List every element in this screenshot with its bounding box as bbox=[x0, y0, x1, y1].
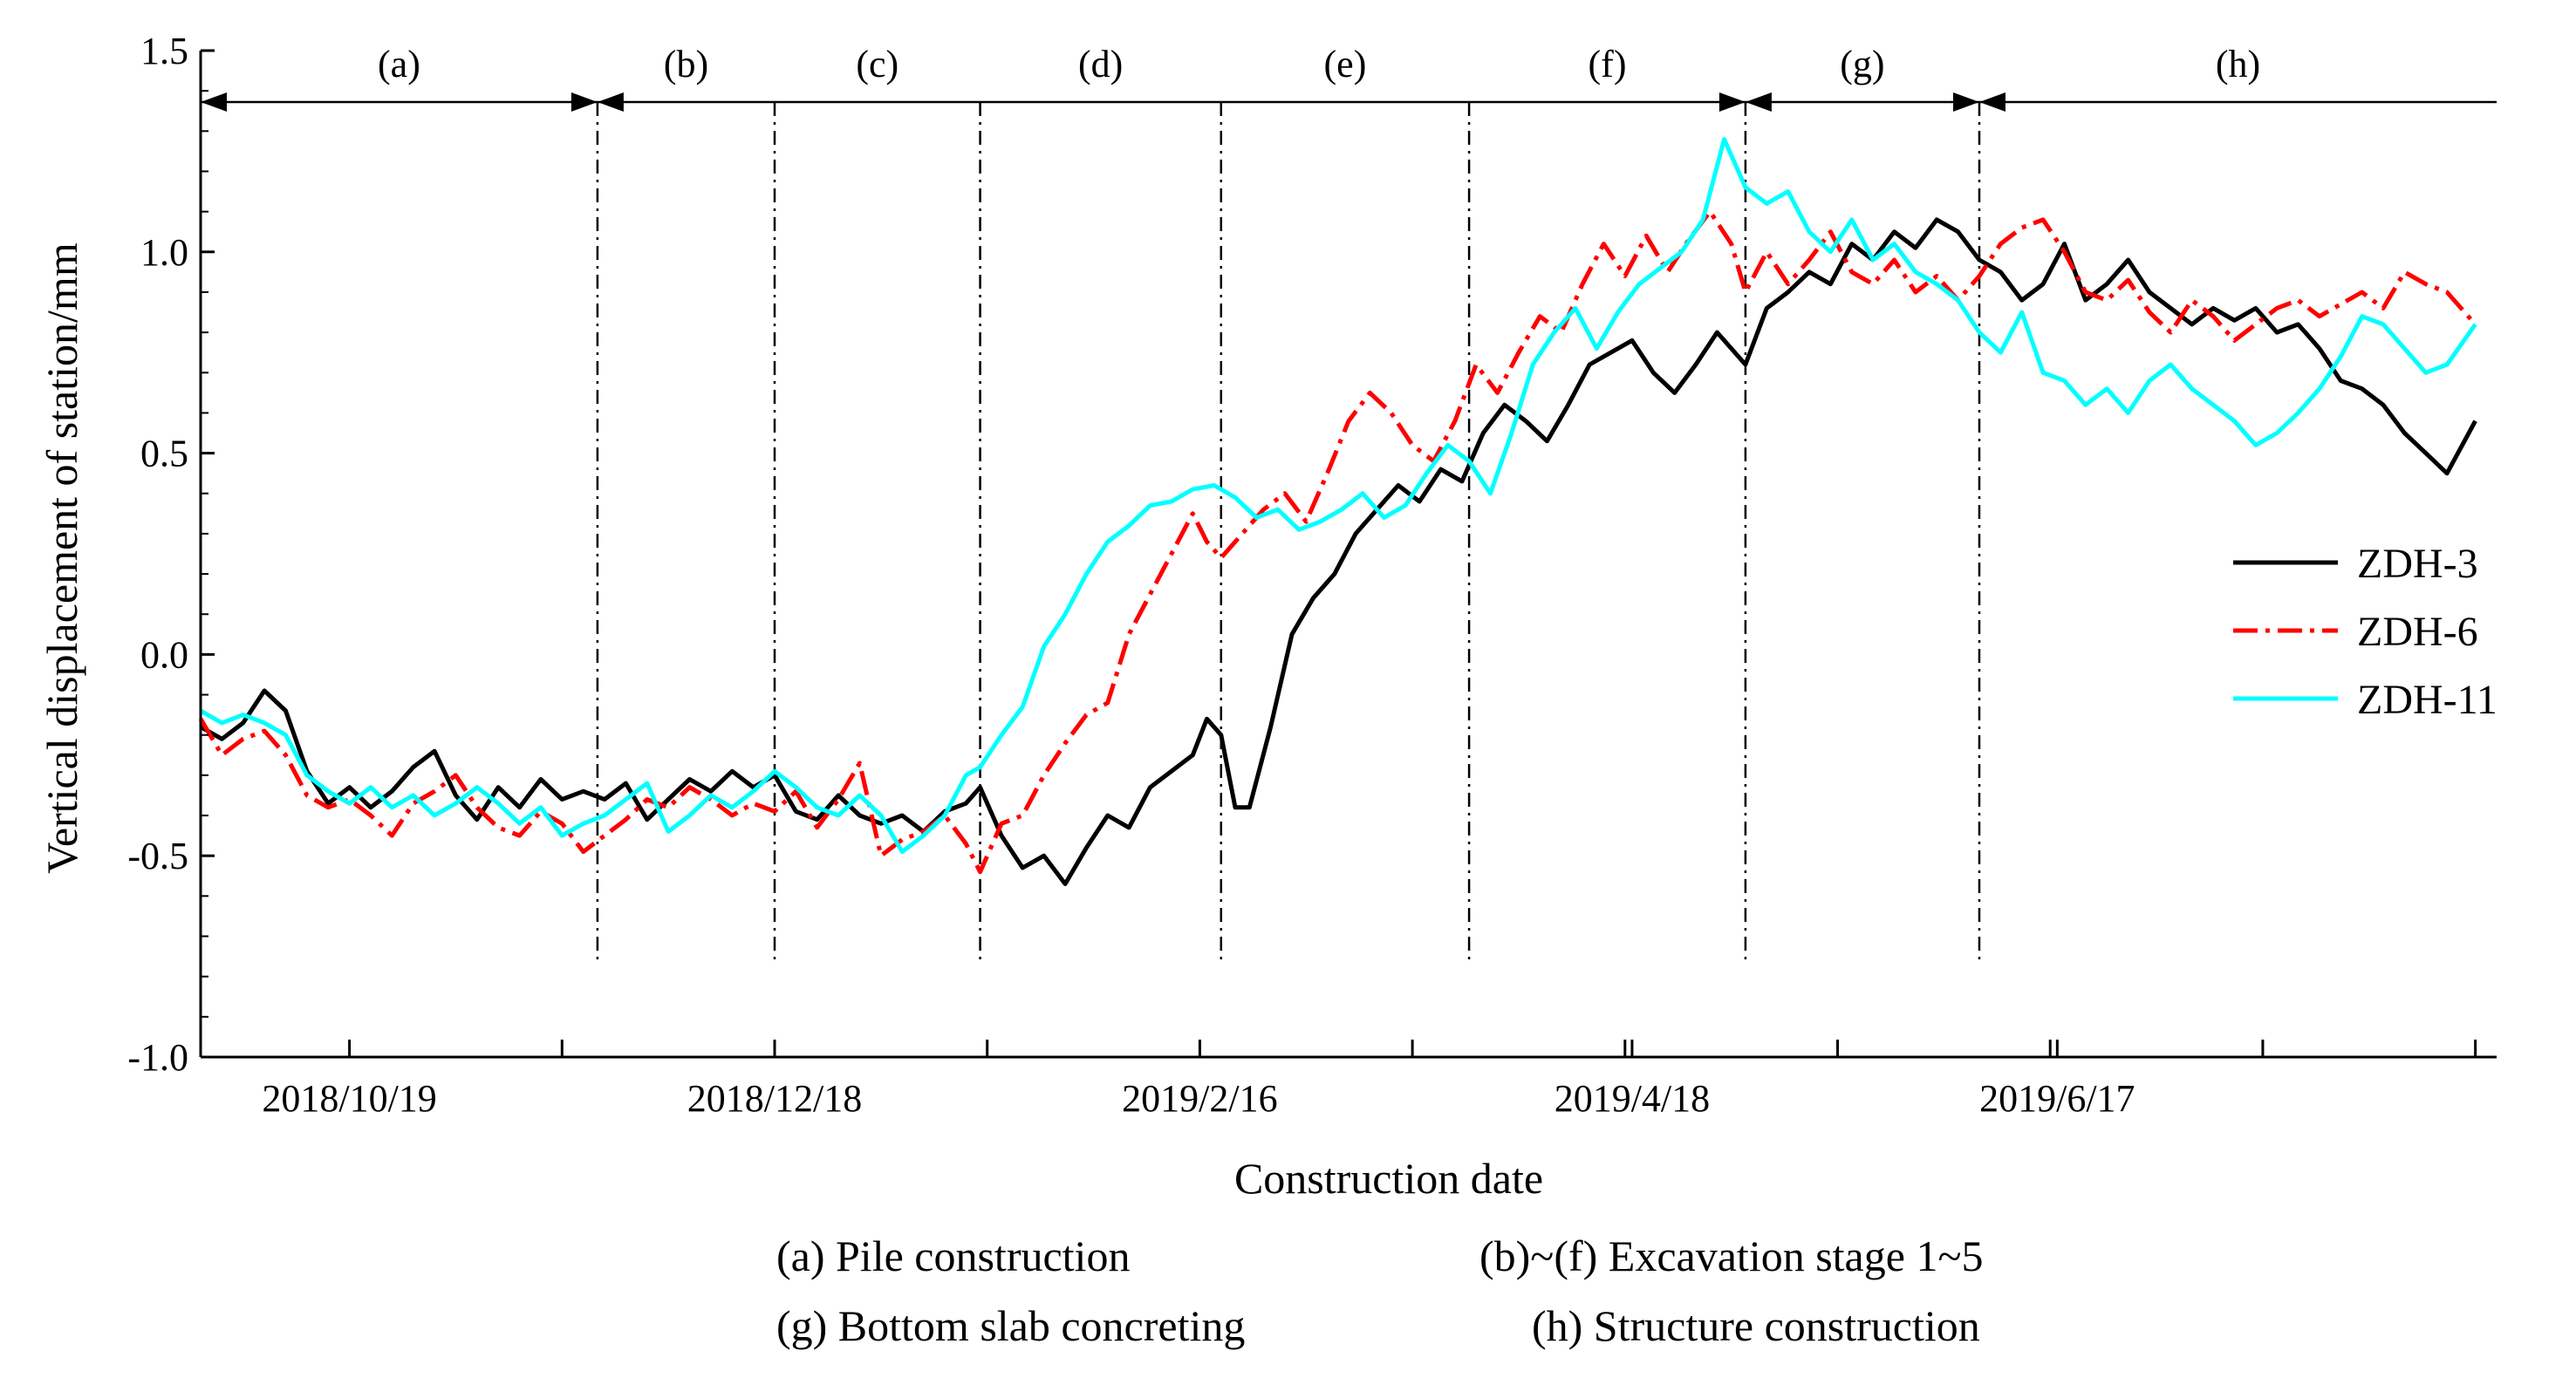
arrowhead-left bbox=[1978, 92, 2005, 112]
legend: ZDH-3 ZDH-6 ZDH-11 bbox=[2233, 541, 2497, 723]
arrowhead-left bbox=[597, 92, 624, 112]
arrowhead-right bbox=[571, 92, 598, 112]
stage-label: (h) bbox=[2216, 43, 2260, 85]
stage-label: (g) bbox=[1840, 43, 1884, 85]
caption-line1-left: (a) Pile construction bbox=[776, 1231, 1130, 1280]
caption-line1-right: (b)~(f) Excavation stage 1~5 bbox=[1479, 1231, 1984, 1280]
x-axis-title: Construction date bbox=[1234, 1154, 1543, 1203]
x-tick-label: 2019/4/18 bbox=[1554, 1077, 1710, 1120]
x-tick-label: 2019/6/17 bbox=[1979, 1077, 2135, 1120]
y-tick-label: -0.5 bbox=[127, 835, 188, 877]
series-line-zdh-6 bbox=[198, 209, 2477, 875]
legend-label: ZDH-11 bbox=[2357, 677, 2497, 723]
x-tick-label: 2019/2/16 bbox=[1122, 1077, 1277, 1120]
y-tick-label: 1.0 bbox=[140, 231, 188, 274]
series-lines bbox=[198, 137, 2477, 886]
caption: (a) Pile construction (b)~(f) Excavation… bbox=[776, 1231, 1984, 1350]
stage-label: (f) bbox=[1589, 43, 1627, 85]
stage-label: (b) bbox=[664, 43, 708, 85]
series-line-zdh-11 bbox=[199, 137, 2477, 855]
caption-line2-right: (h) Structure construction bbox=[1532, 1301, 1980, 1350]
arrowhead-right bbox=[1952, 92, 1979, 112]
arrowhead-left bbox=[201, 92, 227, 112]
y-tick-label: 1.5 bbox=[140, 30, 188, 72]
x-tick-label: 2018/10/19 bbox=[262, 1077, 436, 1120]
x-tick-label: 2018/12/18 bbox=[687, 1077, 862, 1120]
stage-label: (c) bbox=[856, 43, 899, 85]
stage-label: (a) bbox=[378, 43, 420, 85]
axes: -1.0 -0.5 0.0 0.5 1.0 1.5 2018/10/19 2018/12/18… bbox=[127, 30, 2497, 1120]
y-tick-label: 0.5 bbox=[140, 433, 188, 475]
arrowhead-left bbox=[1745, 92, 1772, 112]
stage-dividers: (a) (b) (c) (d) (e) (f) (g) (h) bbox=[201, 43, 2497, 959]
y-axis-title: Vertical displacement of station/mm bbox=[38, 242, 86, 874]
stage-label: (e) bbox=[1324, 43, 1367, 85]
y-tick-label: 0.0 bbox=[140, 633, 188, 676]
legend-label: ZDH-3 bbox=[2357, 541, 2478, 587]
caption-line2-left: (g) Bottom slab concreting bbox=[776, 1301, 1245, 1350]
arrowhead-right bbox=[1718, 92, 1746, 112]
y-tick-label: -1.0 bbox=[127, 1036, 188, 1079]
stage-label: (d) bbox=[1078, 43, 1123, 85]
series-line-zdh-3 bbox=[199, 217, 2477, 886]
legend-label: ZDH-6 bbox=[2357, 609, 2478, 655]
